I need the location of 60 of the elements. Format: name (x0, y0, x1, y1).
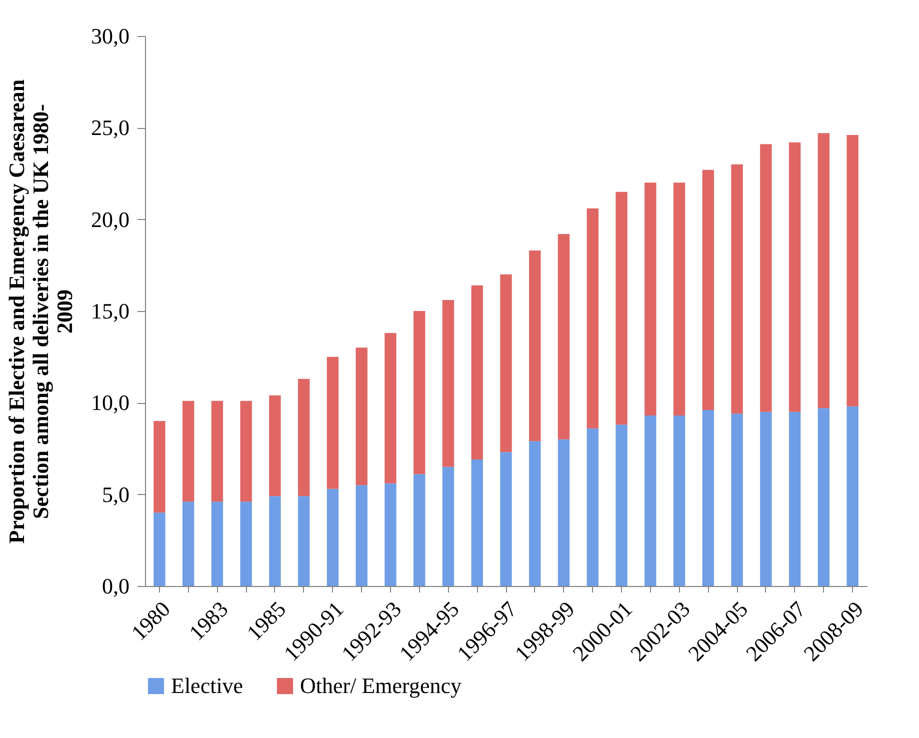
y-tick-label: 5,0 (102, 482, 130, 507)
bar (846, 135, 858, 406)
bar (529, 250, 541, 442)
bar (558, 439, 570, 586)
bar (211, 400, 224, 502)
bar (644, 416, 656, 586)
y-tick-label: 30,0 (91, 24, 130, 48)
bar (298, 378, 310, 496)
bar (471, 285, 483, 460)
bar (500, 452, 512, 586)
bar (673, 182, 686, 416)
y-axis-title: Proportion of Elective and Emergency Caesarean Section among all deliveries in the UK 1980-2009 (4, 79, 77, 544)
y-tick-label: 20,0 (91, 206, 130, 232)
bar (586, 208, 598, 428)
bar (818, 408, 830, 586)
bar (384, 333, 396, 484)
bar (414, 311, 426, 474)
y-tick-label: 15,0 (91, 298, 130, 324)
bar (182, 400, 194, 502)
bar (414, 474, 426, 586)
legend-label: Elective (171, 673, 244, 698)
bar (673, 416, 686, 586)
bar (269, 496, 281, 586)
bar (298, 496, 310, 586)
bar (760, 144, 772, 412)
bar (702, 410, 714, 586)
bar (644, 182, 656, 416)
bar (586, 428, 598, 586)
bar (442, 466, 454, 586)
bar (760, 412, 772, 586)
y-tick-label: 25,0 (91, 115, 130, 140)
bar (558, 234, 570, 440)
bar (240, 400, 252, 502)
legend-label: Other/ Emergency (300, 673, 462, 698)
bar (326, 356, 339, 489)
bar (442, 300, 454, 467)
bar (500, 274, 512, 452)
y-tick-label: 10,0 (91, 390, 130, 416)
bar (356, 348, 368, 486)
bar (182, 502, 194, 586)
bar (211, 502, 224, 586)
bar (818, 133, 830, 408)
bar (154, 512, 166, 586)
bar (731, 414, 743, 586)
bar (269, 395, 281, 496)
bar (788, 142, 801, 412)
bar (471, 460, 483, 586)
bar (731, 164, 743, 414)
bar (154, 421, 166, 513)
bar (326, 488, 339, 586)
bar (846, 406, 858, 586)
bar (616, 192, 628, 425)
bar (240, 502, 252, 586)
y-tick-label: 0,0 (102, 574, 130, 598)
bar (384, 483, 396, 586)
bar (356, 485, 368, 586)
bar (616, 424, 628, 586)
bar (529, 441, 541, 586)
bar (788, 412, 801, 586)
bar (702, 170, 714, 410)
